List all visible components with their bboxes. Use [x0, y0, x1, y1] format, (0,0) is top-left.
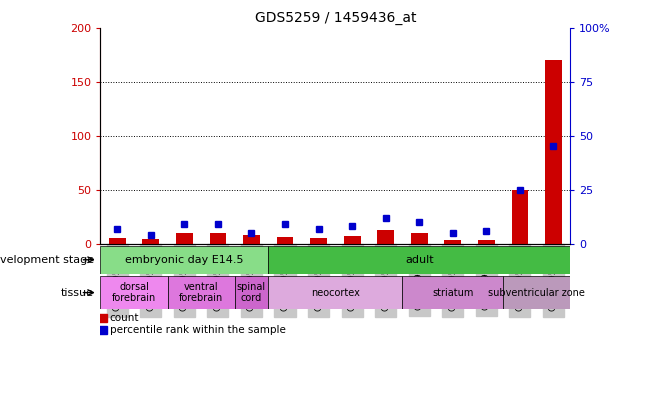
- Bar: [478, 241, 494, 244]
- Bar: [511, 189, 528, 244]
- Bar: [100, 246, 268, 274]
- Bar: [143, 239, 159, 244]
- Text: percentile rank within the sample: percentile rank within the sample: [110, 325, 286, 335]
- Bar: [209, 233, 226, 244]
- Bar: [310, 238, 327, 244]
- Text: dorsal
forebrain: dorsal forebrain: [112, 282, 156, 303]
- Title: GDS5259 / 1459436_at: GDS5259 / 1459436_at: [255, 11, 416, 25]
- Bar: [445, 241, 461, 244]
- Bar: [176, 233, 192, 244]
- Bar: [343, 236, 360, 244]
- Bar: [545, 60, 562, 244]
- Bar: [268, 276, 402, 309]
- Text: subventricular zone: subventricular zone: [488, 288, 585, 298]
- Text: embryonic day E14.5: embryonic day E14.5: [125, 255, 244, 265]
- Bar: [100, 276, 168, 309]
- Bar: [377, 230, 394, 244]
- Text: neocortex: neocortex: [311, 288, 360, 298]
- Text: count: count: [110, 313, 139, 323]
- Text: adult: adult: [405, 255, 434, 265]
- Text: striatum: striatum: [432, 288, 474, 298]
- Text: ventral
forebrain: ventral forebrain: [179, 282, 224, 303]
- Bar: [243, 235, 260, 244]
- Text: tissue: tissue: [61, 288, 94, 298]
- Bar: [168, 276, 235, 309]
- Text: spinal
cord: spinal cord: [237, 282, 266, 303]
- Bar: [503, 276, 570, 309]
- Bar: [411, 233, 428, 244]
- Text: development stage: development stage: [0, 255, 94, 265]
- Bar: [109, 238, 126, 244]
- Bar: [402, 276, 503, 309]
- Bar: [235, 276, 268, 309]
- Bar: [277, 237, 294, 244]
- Bar: [268, 246, 570, 274]
